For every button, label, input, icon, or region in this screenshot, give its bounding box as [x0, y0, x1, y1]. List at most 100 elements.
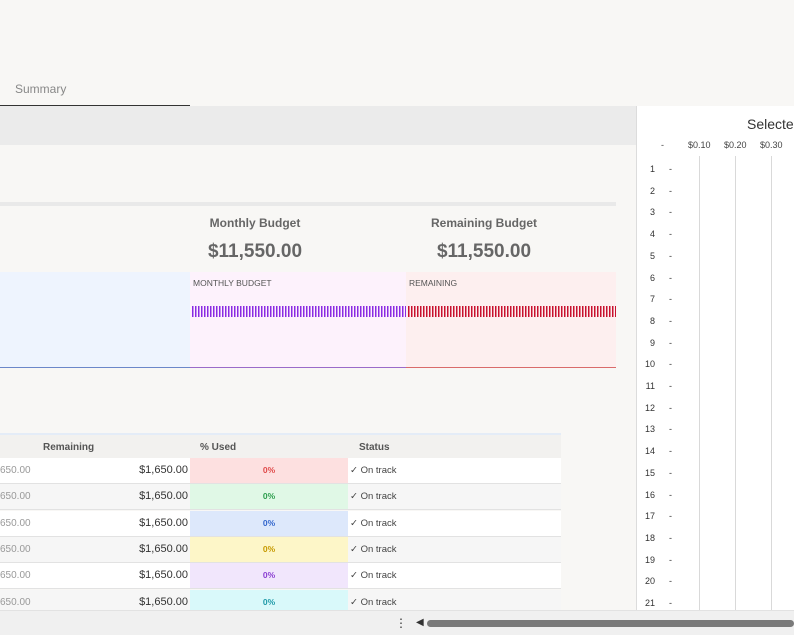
axis-label: $0.20: [724, 140, 747, 150]
row-dash: -: [669, 402, 672, 413]
monthly-budget-bar: [192, 306, 406, 317]
kpi-monthly-value: $11,550.00: [207, 241, 303, 262]
axis-label: $0.30: [760, 140, 783, 150]
row-dash: -: [669, 229, 672, 240]
cell-previous: 650.00: [0, 491, 31, 503]
row-number: 11: [645, 381, 655, 391]
remaining-card: REMAINING: [406, 272, 616, 368]
table-row[interactable]: 650.00 $1,650.00 0% ✓ On track: [0, 510, 561, 537]
table-row[interactable]: 650.00 $1,650.00 0% ✓ On track: [0, 484, 561, 511]
row-dash: -: [669, 272, 672, 283]
row-number: 8: [649, 315, 655, 326]
cell-pct-used: 0%: [190, 458, 348, 483]
row-number: 5: [649, 250, 655, 261]
table-row[interactable]: 650.00 $1,650.00 0% ✓ On track: [0, 563, 561, 590]
kpi-monthly-label: Monthly Budget: [209, 216, 301, 230]
row-dash: -: [669, 467, 672, 478]
section-band: [0, 106, 636, 145]
scroll-left-icon[interactable]: ◀: [416, 617, 424, 628]
header-status: Status: [359, 442, 390, 453]
row-number: 9: [649, 337, 655, 348]
divider: [0, 202, 616, 206]
monthly-budget-card: MONTHLY BUDGET: [190, 272, 406, 368]
cell-status: ✓ On track: [350, 517, 397, 529]
cell-previous: 650.00: [0, 596, 31, 608]
table-header: Remaining % Used Status: [0, 433, 561, 458]
row-dash: -: [669, 294, 672, 305]
row-dash: -: [669, 337, 672, 348]
row-number: 10: [644, 359, 655, 370]
row-number: 15: [644, 467, 655, 478]
row-dash: -: [669, 576, 672, 587]
monthly-budget-card-label: MONTHLY BUDGET: [193, 278, 272, 288]
tab-summary-label: Summary: [15, 82, 67, 96]
row-number: 7: [649, 294, 655, 305]
row-number: 1: [649, 164, 655, 174]
remaining-card-label: REMAINING: [409, 278, 458, 288]
selected-panel[interactable]: Selected - $0.10 $0.20 $0.30 1 - 2 - 3 - 4 - 5 - 6…: [636, 106, 794, 610]
cell-remaining: $1,650.00: [139, 516, 188, 529]
row-number: 6: [649, 272, 655, 283]
cell-status: ✓ On track: [350, 596, 397, 608]
cell-pct-used: 0%: [190, 563, 348, 589]
row-number: 4: [649, 229, 655, 240]
cell-remaining: $1,650.00: [139, 490, 188, 503]
cell-previous: 650.00: [0, 517, 31, 529]
row-number: 13: [644, 424, 655, 435]
row-dash: -: [669, 598, 672, 608]
header-area: [0, 0, 794, 106]
cell-status: ✓ On track: [350, 491, 397, 503]
row-dash: -: [669, 185, 672, 196]
row-dash: -: [669, 424, 672, 435]
table-row[interactable]: 650.00 $1,650.00 0% ✓ On track: [0, 458, 561, 484]
bottom-scrollbar: ⋮ ◀: [0, 610, 794, 635]
gridline: [699, 156, 700, 610]
row-number: 3: [649, 207, 655, 218]
more-options-icon[interactable]: ⋮: [395, 616, 407, 630]
header-pct-used: % Used: [200, 442, 237, 453]
cell-remaining: $1,650.00: [139, 542, 188, 555]
scrollbar-thumb[interactable]: [427, 620, 794, 627]
row-dash: -: [669, 381, 672, 391]
cell-status: ✓ On track: [350, 465, 397, 476]
row-number: 12: [644, 402, 655, 413]
gridline: [771, 156, 772, 610]
cell-remaining: $1,650.00: [139, 595, 188, 608]
cell-pct-used: 0%: [190, 484, 348, 510]
selected-panel-title: Selected: [747, 116, 794, 132]
row-dash: -: [669, 446, 672, 457]
row-number: 19: [644, 554, 655, 565]
remaining-bar: [408, 306, 616, 317]
row-dash: -: [669, 532, 672, 543]
cell-pct-used: 0%: [190, 510, 348, 536]
cell-pct-used: 0%: [190, 536, 348, 562]
row-number: 21: [644, 598, 655, 608]
row-dash: -: [669, 164, 672, 174]
row-dash: -: [669, 207, 672, 218]
kpi-remaining-label: Remaining Budget: [430, 216, 537, 230]
row-number: 16: [644, 489, 655, 500]
row-dash: -: [669, 315, 672, 326]
row-number: 18: [644, 532, 655, 543]
row-dash: -: [669, 554, 672, 565]
row-dash: -: [669, 489, 672, 500]
row-dash: -: [669, 511, 672, 522]
cell-previous: 650.00: [0, 465, 31, 476]
row-dash: -: [669, 250, 672, 261]
cell-status: ✓ On track: [350, 570, 397, 582]
table-row[interactable]: 650.00 $1,650.00 0% ✓ On track: [0, 536, 561, 563]
row-dash: -: [669, 359, 672, 370]
header-remaining: Remaining: [43, 442, 95, 453]
blue-card: [0, 272, 190, 368]
axis-dash: -: [661, 140, 664, 150]
tab-summary[interactable]: Summary: [0, 76, 190, 106]
cell-remaining: $1,650.00: [139, 464, 188, 476]
axis-label: $0.10: [688, 140, 711, 150]
kpi-remaining-value: $11,550.00: [436, 241, 532, 262]
cell-remaining: $1,650.00: [139, 569, 188, 582]
cell-status: ✓ On track: [350, 543, 397, 555]
gridline: [735, 156, 736, 610]
row-number: 20: [644, 576, 655, 587]
row-number: 14: [644, 446, 655, 457]
row-number: 2: [649, 185, 655, 196]
